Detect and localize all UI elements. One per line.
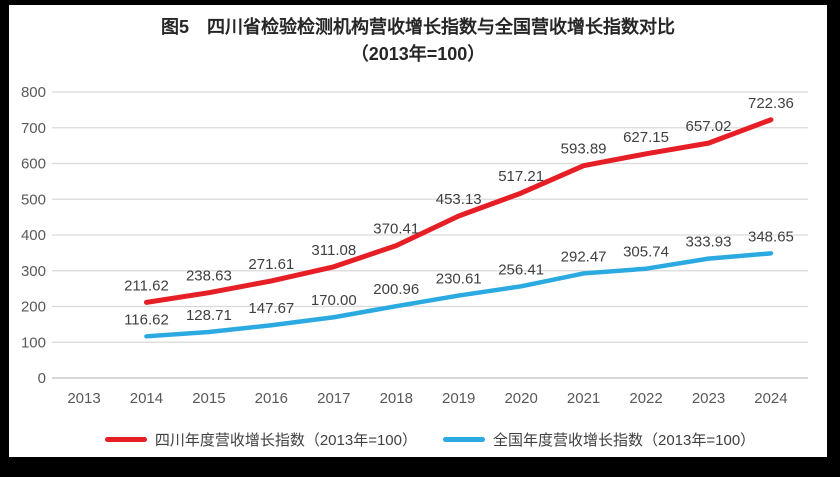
data-label: 370.41 <box>373 221 419 238</box>
data-label: 348.65 <box>748 228 794 245</box>
sichuan-series-line <box>143 117 774 305</box>
data-label: 657.02 <box>686 118 732 135</box>
data-label: 116.62 <box>124 311 169 328</box>
national-line-swatch <box>443 436 485 442</box>
data-label: 200.96 <box>373 281 419 298</box>
legend-label-national: 全国年度营收增长指数（2013年=100） <box>493 431 756 449</box>
chart-legend: 四川年度营收增长指数（2013年=100） 全国年度营收增长指数（2013年=1… <box>52 426 808 452</box>
x-tick-label: 2022 <box>629 390 662 407</box>
y-tick-label: 500 <box>21 191 46 208</box>
data-label: 211.62 <box>124 277 169 294</box>
y-tick-label: 400 <box>21 227 46 244</box>
chart-canvas: 图5 四川省检验检测机构营收增长指数与全国营收增长指数对比 （2013年=100… <box>9 5 827 457</box>
data-label: 311.08 <box>311 242 356 259</box>
data-label: 627.15 <box>623 129 669 146</box>
data-label: 170.00 <box>311 292 357 309</box>
data-label: 147.67 <box>248 300 294 317</box>
data-label: 593.89 <box>561 141 607 158</box>
y-tick-label: 300 <box>21 263 46 280</box>
y-tick-label: 200 <box>21 299 46 316</box>
data-label: 256.41 <box>498 261 544 278</box>
chart-title-line2: （2013年=100） <box>350 44 486 64</box>
national-series-line <box>144 251 774 339</box>
legend-item-sichuan: 四川年度营收增长指数（2013年=100） <box>104 429 417 450</box>
data-label: 333.93 <box>686 234 732 251</box>
y-tick-label: 600 <box>21 156 46 173</box>
legend-label-sichuan: 四川年度营收增长指数（2013年=100） <box>154 431 417 449</box>
x-tick-label: 2014 <box>130 390 163 407</box>
y-tick-label: 800 <box>21 84 46 101</box>
data-label: 238.63 <box>186 268 232 285</box>
x-tick-label: 2016 <box>255 390 288 407</box>
x-tick-label: 2015 <box>192 390 225 407</box>
y-tick-label: 0 <box>38 370 46 387</box>
data-label: 517.21 <box>498 168 544 185</box>
data-label: 722.36 <box>748 95 794 112</box>
chart-title: 图5 四川省检验检测机构营收增长指数与全国营收增长指数对比 （2013年=100… <box>9 14 827 68</box>
data-label: 230.61 <box>436 271 482 288</box>
data-label: 453.13 <box>436 191 482 208</box>
x-tick-label: 2013 <box>67 390 100 407</box>
x-tick-label: 2019 <box>442 390 475 407</box>
data-label: 305.74 <box>623 244 669 261</box>
x-tick-label: 2020 <box>504 390 537 407</box>
sichuan-line-swatch <box>104 436 147 442</box>
chart-title-line1: 图5 四川省检验检测机构营收增长指数与全国营收增长指数对比 <box>160 17 675 37</box>
x-tick-label: 2023 <box>692 390 725 407</box>
data-label: 292.47 <box>561 248 607 265</box>
y-tick-label: 700 <box>21 120 46 137</box>
x-tick-label: 2017 <box>317 390 350 407</box>
y-tick-label: 100 <box>21 334 46 351</box>
x-tick-label: 2024 <box>754 390 787 407</box>
data-label: 128.71 <box>186 307 232 324</box>
x-tick-label: 2021 <box>567 390 600 407</box>
legend-item-national: 全国年度营收增长指数（2013年=100） <box>443 429 755 450</box>
data-label: 271.61 <box>248 256 294 273</box>
x-tick-label: 2018 <box>380 390 413 407</box>
